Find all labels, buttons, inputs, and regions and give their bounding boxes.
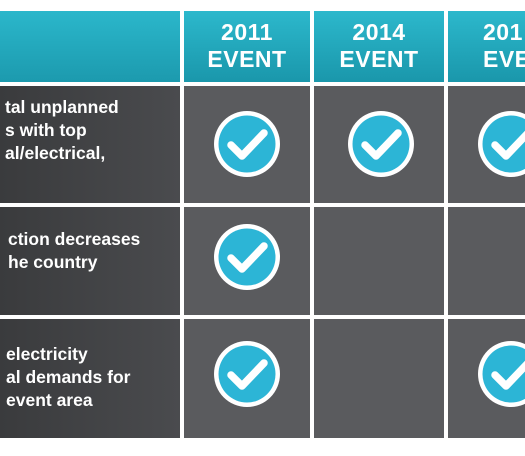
column-header-third: 201 EVE: [448, 11, 525, 82]
column-header-label: 201 EVE: [483, 19, 525, 72]
column-header-2011: 2011 EVENT: [184, 11, 310, 82]
header-blank-cell: [0, 11, 180, 82]
check-circle-icon: [212, 109, 282, 179]
row-label-text: electricity al demands for event area: [6, 344, 131, 410]
table-cell: [448, 207, 525, 315]
check-circle-icon: [476, 109, 525, 179]
table-cell: [314, 86, 444, 203]
table-cell: [448, 86, 525, 203]
row-label-text: ction decreases he country: [8, 229, 141, 272]
column-header-2014: 2014 EVENT: [314, 11, 444, 82]
check-circle-icon: [476, 339, 525, 409]
table-cell: [448, 319, 525, 438]
row-label: electricity al demands for event area: [0, 319, 180, 438]
check-circle-icon: [212, 222, 282, 292]
row-label: ction decreases he country: [0, 207, 180, 315]
row-label: tal unplanned s with top al/electrical,: [0, 86, 180, 203]
column-header-label: 2011 EVENT: [207, 19, 287, 72]
column-header-label: 2014 EVENT: [339, 19, 419, 72]
check-circle-icon: [212, 339, 282, 409]
row-label-text: tal unplanned s with top al/electrical,: [5, 97, 119, 163]
table-cell: [184, 86, 310, 203]
table-cell: [314, 319, 444, 438]
table-cell: [314, 207, 444, 315]
check-circle-icon: [346, 109, 416, 179]
table-cell: [184, 319, 310, 438]
table-cell: [184, 207, 310, 315]
